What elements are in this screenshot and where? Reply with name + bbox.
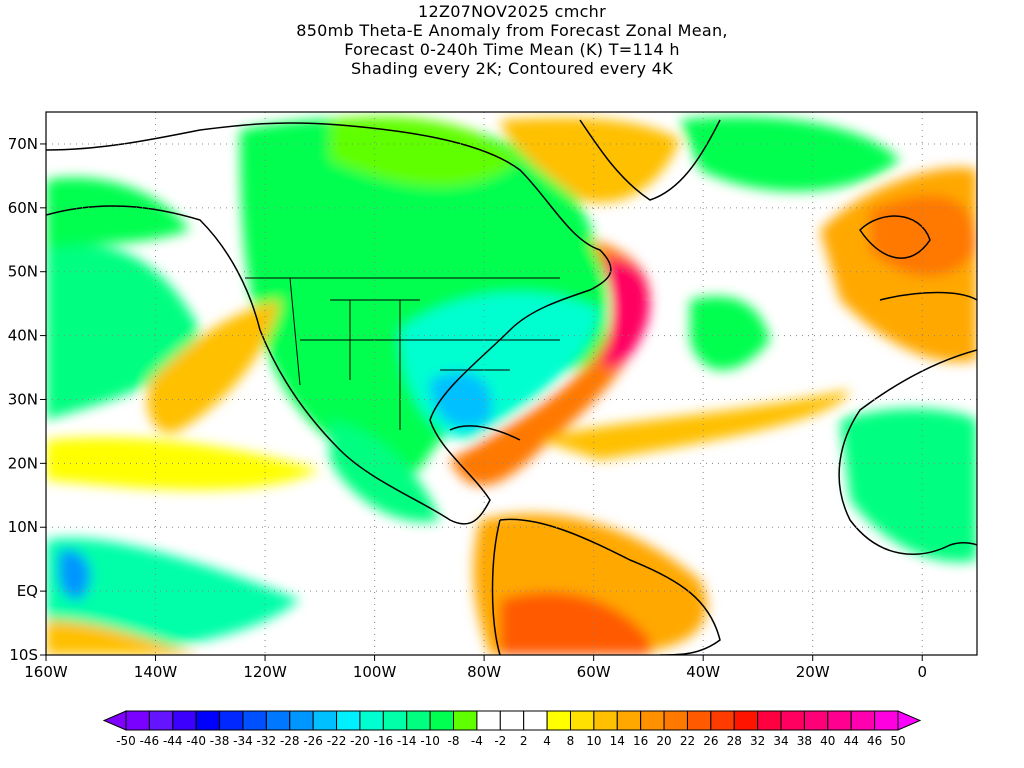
colorbar-box	[803, 710, 829, 731]
colorbar-box	[406, 710, 431, 731]
colorbar-label: 40	[820, 734, 835, 748]
colorbar-label: -10	[420, 734, 440, 748]
colorbar-box	[499, 710, 525, 731]
latitude-axis: 70N 60N 50N 40N 30N 20N 10N EQ 10S	[8, 135, 46, 664]
colorbar-box	[874, 710, 899, 731]
title-line-1: 12Z07NOV2025 cmchr	[417, 2, 606, 21]
colorbar-label: -34	[233, 734, 253, 748]
lat-tick-label: 10S	[9, 646, 38, 664]
lon-tick-label: 80W	[467, 663, 501, 681]
colorbar-label: 50	[890, 734, 905, 748]
lon-tick-label: 100W	[353, 663, 397, 681]
lat-tick-label: EQ	[17, 582, 38, 600]
colorbar-box	[686, 710, 712, 731]
lat-tick-label: 50N	[8, 263, 38, 281]
colorbar-label: -44	[163, 734, 183, 748]
colorbar-box	[219, 710, 244, 731]
colorbar-box	[336, 710, 361, 731]
colorbar-box	[780, 710, 805, 731]
colorbar-box	[593, 710, 618, 731]
colorbar-box	[453, 710, 478, 731]
lat-tick-label: 40N	[8, 327, 38, 345]
colorbar-box	[640, 710, 665, 731]
colorbar-label: -26	[303, 734, 323, 748]
colorbar-label: 14	[610, 734, 625, 748]
colorbar-label: -20	[350, 734, 370, 748]
colorbar-label: -4	[471, 734, 483, 748]
colorbar-label: 28	[727, 734, 742, 748]
colorbar-label: -22	[327, 734, 347, 748]
colorbar-box	[476, 710, 501, 731]
colorbar-low-extend	[102, 710, 127, 731]
lon-tick-label: 120W	[243, 663, 287, 681]
colorbar-label: 20	[656, 734, 671, 748]
colorbar-label: -38	[210, 734, 230, 748]
colorbar-label: 22	[680, 734, 695, 748]
colorbar-label: -50	[116, 734, 136, 748]
colorbar-box	[827, 710, 852, 731]
colorbar-label: -40	[186, 734, 206, 748]
colorbar-box	[172, 710, 197, 731]
colorbar-box	[850, 710, 876, 731]
political-borders	[245, 277, 560, 430]
colorbar-label: 34	[773, 734, 788, 748]
colorbar-label: 32	[750, 734, 765, 748]
colorbar-box	[148, 710, 174, 731]
colorbar-label: -14	[397, 734, 417, 748]
colorbar-box	[429, 710, 455, 731]
colorbar-box	[125, 710, 150, 731]
colorbar-label: 46	[867, 734, 882, 748]
colorbar-label: -8	[448, 734, 460, 748]
colorbar-box	[312, 710, 338, 731]
lon-tick-label: 140W	[134, 663, 178, 681]
lon-tick-label: 160W	[24, 663, 68, 681]
title-line-3: Forecast 0-240h Time Mean (K) T=114 h	[344, 40, 680, 59]
colorbar-box	[546, 710, 571, 731]
colorbar-label: 8	[567, 734, 575, 748]
colorbar-box	[757, 710, 782, 731]
lat-tick-label: 30N	[8, 390, 38, 408]
coastlines	[46, 119, 977, 655]
colorbar-label: -16	[374, 734, 394, 748]
lat-tick-label: 10N	[8, 518, 38, 536]
colorbar-box	[523, 710, 548, 731]
longitude-axis: 160W 140W 120W 100W 80W 60W 40W 20W 0	[24, 655, 927, 681]
colorbar-box	[382, 710, 408, 731]
plot-frame	[45, 111, 978, 656]
lon-tick-label: 0	[917, 663, 927, 681]
title-line-2: 850mb Theta-E Anomaly from Forecast Zona…	[296, 21, 728, 40]
colorbar-label: 16	[633, 734, 648, 748]
colorbar-box	[616, 710, 642, 731]
lon-tick-label: 60W	[577, 663, 611, 681]
colorbar-label: -32	[257, 734, 277, 748]
colorbar-label: 4	[543, 734, 551, 748]
colorbar-box	[195, 710, 221, 731]
lat-tick-label: 20N	[8, 454, 38, 472]
lon-tick-label: 20W	[796, 663, 830, 681]
colorbar-high-extend	[897, 710, 922, 731]
colorbar-box	[289, 710, 314, 731]
colorbar-label: 38	[797, 734, 812, 748]
colorbar-label: 44	[844, 734, 859, 748]
colorbar-label: -2	[494, 734, 506, 748]
lat-tick-label: 60N	[8, 199, 38, 217]
colorbar-box	[733, 710, 759, 731]
colorbar-box	[265, 710, 291, 731]
colorbar-label: 10	[586, 734, 601, 748]
lon-tick-label: 40W	[686, 663, 720, 681]
colorbar-box	[359, 710, 384, 731]
colorbar-label: -28	[280, 734, 300, 748]
colorbar-label: -46	[140, 734, 160, 748]
colorbar-label: 2	[520, 734, 528, 748]
shading-field	[46, 112, 977, 655]
title-line-4: Shading every 2K; Contoured every 4K	[351, 59, 673, 78]
colorbar-box	[710, 710, 735, 731]
colorbar-box	[242, 710, 267, 731]
colorbar-box	[569, 710, 595, 731]
colorbar-label: 26	[703, 734, 718, 748]
lat-tick-label: 70N	[8, 135, 38, 153]
colorbar-box	[663, 710, 688, 731]
